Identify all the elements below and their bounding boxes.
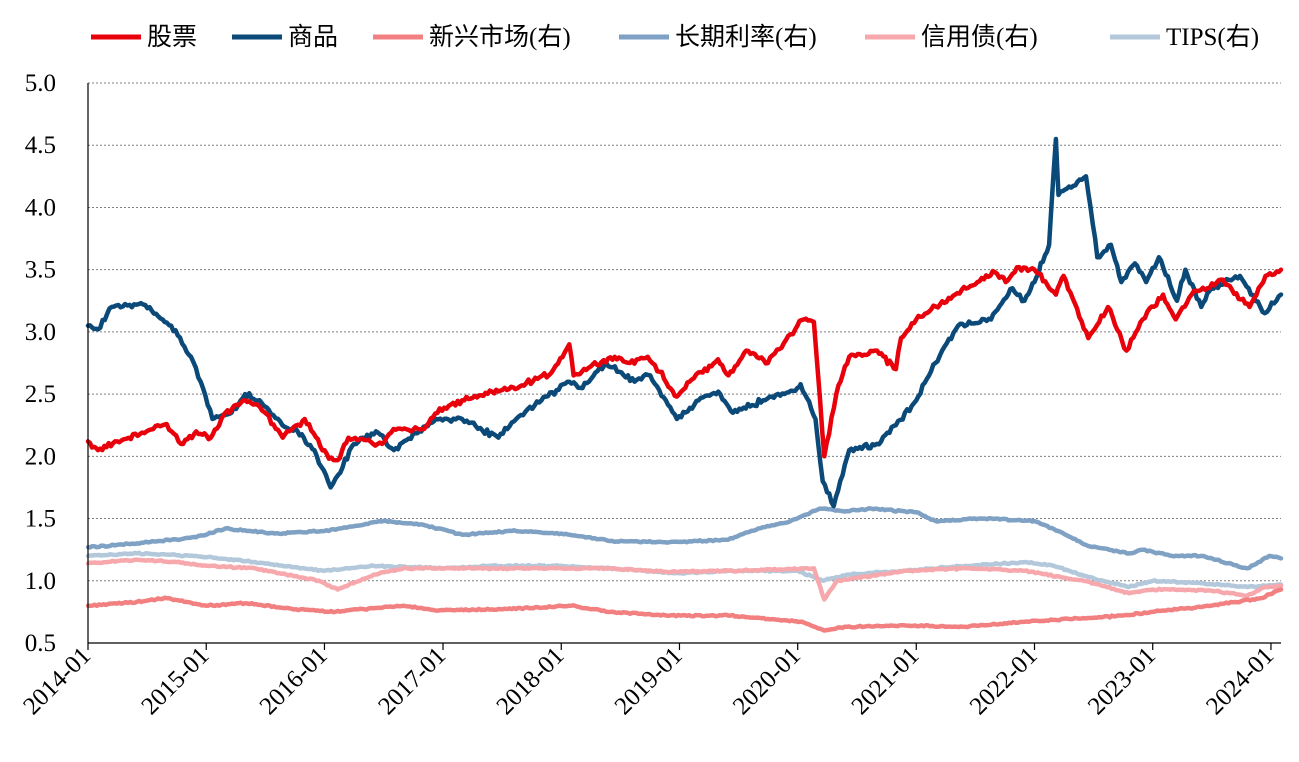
legend: 股票 商品 新兴市场(右) 长期利率(右) 信用债(右) TIPS(右) <box>91 23 1259 51</box>
y-tick-label: 0.5 <box>25 630 56 657</box>
x-tick-label: 2017-01 <box>373 642 451 720</box>
legend-label: 商品 <box>288 23 338 51</box>
legend-label: TIPS(右) <box>1166 23 1259 51</box>
x-tick-label: 2016-01 <box>255 642 333 720</box>
y-axis: 5.0 4.5 4.0 3.5 3.0 2.5 2.0 1.5 1.0 0.5 <box>25 70 56 657</box>
x-tick-label: 2023-01 <box>1083 642 1161 720</box>
y-tick-label: 4.5 <box>25 132 56 159</box>
x-tick-label: 2021-01 <box>846 642 924 720</box>
legend-label: 股票 <box>147 24 197 51</box>
x-axis: 2014-01 2015-01 2016-01 2017-01 2018-01 2019-… <box>18 642 1279 720</box>
x-tick-label: 2015-01 <box>136 642 214 720</box>
legend-label: 信用债(右) <box>921 23 1038 51</box>
grid <box>88 82 1281 582</box>
y-tick-label: 1.0 <box>25 568 56 595</box>
x-tick-label: 2018-01 <box>491 642 569 720</box>
x-tick-label: 2022-01 <box>965 642 1043 720</box>
x-tick-label: 2024-01 <box>1201 642 1279 720</box>
series-line <box>85 264 1284 463</box>
y-tick-label: 3.0 <box>25 319 56 346</box>
y-tick-label: 5.0 <box>25 70 56 97</box>
y-tick-label: 3.5 <box>25 257 56 284</box>
y-tick-label: 1.5 <box>25 506 56 533</box>
series-line <box>85 587 1284 633</box>
series-line <box>85 506 1284 571</box>
x-tick-label: 2020-01 <box>728 642 806 720</box>
y-tick-label: 2.5 <box>25 381 56 408</box>
legend-label: 长期利率(右) <box>675 23 817 51</box>
x-tick-label: 2019-01 <box>610 642 688 720</box>
y-tick-label: 4.0 <box>25 194 56 221</box>
series-line <box>85 136 1284 509</box>
legend-label: 新兴市场(右) <box>429 23 571 51</box>
series-line <box>85 557 1284 602</box>
y-tick-label: 2.0 <box>25 443 56 470</box>
series-group <box>85 136 1284 633</box>
